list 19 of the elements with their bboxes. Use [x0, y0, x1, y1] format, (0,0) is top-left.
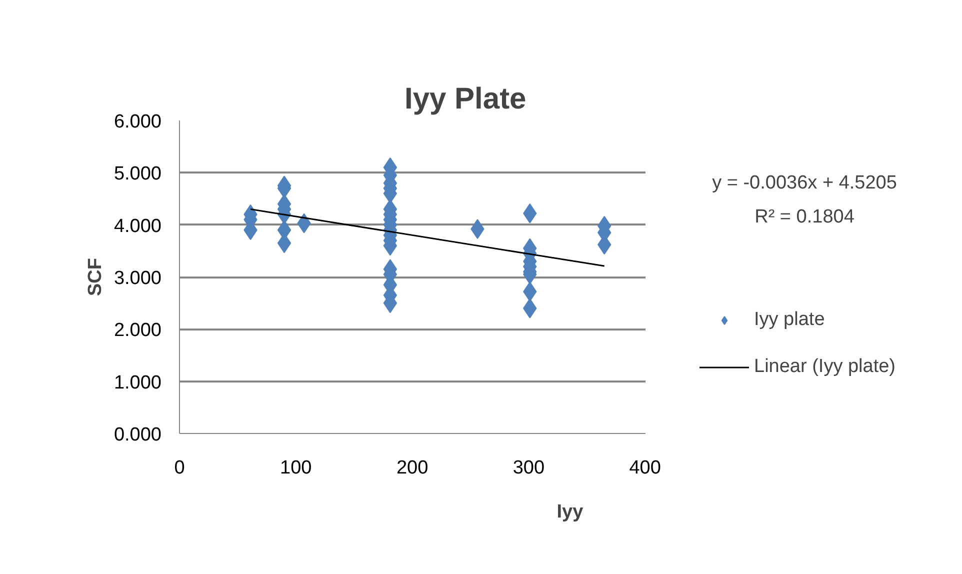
y-axis-title: SCF	[84, 258, 106, 296]
x-tick-label: 400	[629, 458, 661, 478]
y-tick-label: 1.000	[114, 372, 162, 394]
y-tick-label: 0.000	[114, 424, 162, 446]
legend-label: Linear (Iyy plate)	[754, 356, 896, 378]
x-tick-label: 200	[396, 458, 428, 478]
x-axis-title: Iyy	[556, 502, 584, 522]
x-tick-label: 0	[174, 458, 185, 478]
y-tick-label: 3.000	[114, 268, 162, 289]
x-tick-label: 300	[512, 458, 545, 478]
chart-title: Iyy Plate	[404, 82, 526, 116]
text: y = -0.0036x + 4.5205	[712, 172, 897, 194]
y-tick-label: 6.000	[114, 112, 162, 132]
legend-label: Iyy plate	[754, 309, 825, 331]
y-tick-label: 2.000	[114, 320, 162, 342]
y-tick-label: 5.000	[114, 164, 162, 185]
text: R² = 0.1804	[754, 206, 855, 228]
x-tick-label: 100	[280, 458, 312, 478]
y-tick-label: 4.000	[114, 216, 162, 237]
